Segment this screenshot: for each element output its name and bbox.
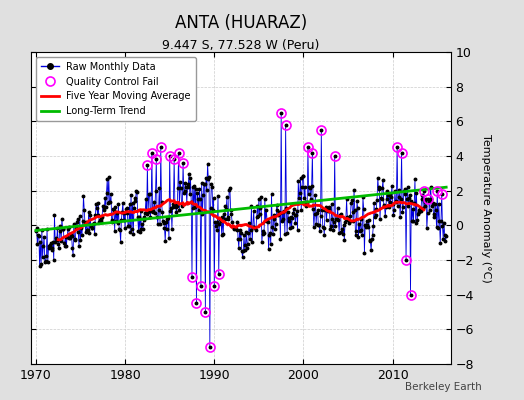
Y-axis label: Temperature Anomaly (°C): Temperature Anomaly (°C) bbox=[481, 134, 490, 282]
Title: 9.447 S, 77.528 W (Peru): 9.447 S, 77.528 W (Peru) bbox=[162, 39, 320, 52]
Text: ANTA (HUARAZ): ANTA (HUARAZ) bbox=[175, 14, 307, 32]
Legend: Raw Monthly Data, Quality Control Fail, Five Year Moving Average, Long-Term Tren: Raw Monthly Data, Quality Control Fail, … bbox=[36, 57, 196, 121]
Text: Berkeley Earth: Berkeley Earth bbox=[406, 382, 482, 392]
